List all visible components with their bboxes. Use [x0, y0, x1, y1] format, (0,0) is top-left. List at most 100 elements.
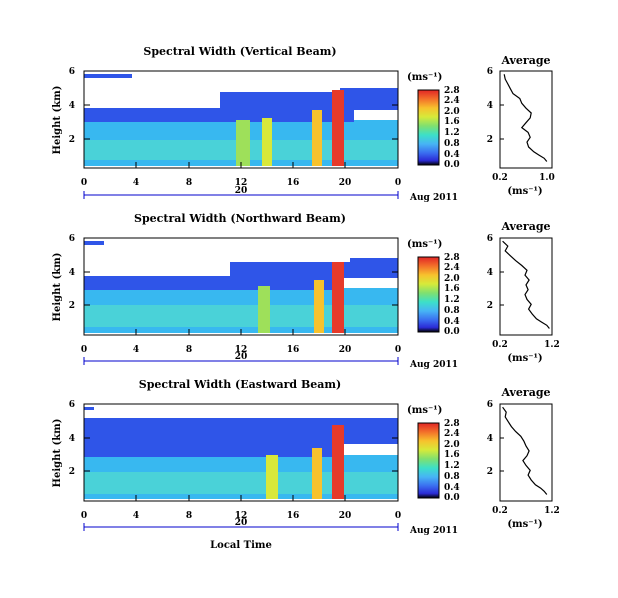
date-axis-day: 20	[235, 518, 248, 528]
average-panel: Average 2 4 6 0.2 1.2 (ms⁻¹)	[487, 220, 560, 364]
x-tick-label: 12	[235, 345, 248, 355]
x-tick-label: 0	[81, 178, 87, 188]
x-tick-label: 12	[235, 178, 248, 188]
colorbar-tick-label: 2.4	[444, 429, 460, 439]
y-tick-label: 6	[69, 400, 75, 410]
heatmap-band	[314, 280, 324, 333]
colorbar-tick-label: 2.8	[444, 419, 460, 429]
date-axis-day: 20	[235, 352, 248, 362]
chart-title: Spectral Width (Eastward Beam)	[139, 378, 341, 391]
date-axis-label: Aug 2011	[409, 193, 458, 203]
date-axis: 20 Aug 2011	[83, 352, 458, 370]
y-tick-label: 2	[69, 467, 75, 477]
average-y-tick-label: 4	[487, 101, 493, 111]
colorbar-tick-label: 0.8	[444, 139, 460, 149]
x-tick-label: 8	[186, 511, 192, 521]
average-x-tick-label: 1.2	[544, 340, 560, 350]
average-x-tick-label: 0.2	[492, 340, 508, 350]
x-tick-label: 20	[339, 511, 352, 521]
x-tick-label: 0	[81, 511, 87, 521]
y-axis-label: Height (km)	[52, 419, 63, 488]
average-x-tick-label: 1.0	[539, 173, 555, 183]
x-tick-label: 0	[395, 345, 401, 355]
colorbar-tick-label: 0.8	[444, 306, 460, 316]
heatmap-band	[84, 418, 398, 444]
colorbar-tick-label: 1.6	[444, 284, 460, 294]
average-x-label: (ms⁻¹)	[507, 519, 542, 530]
average-x-label: (ms⁻¹)	[507, 186, 542, 197]
heatmap-band	[332, 425, 344, 499]
colorbar-tick-label: 1.2	[444, 295, 460, 305]
date-axis-label: Aug 2011	[409, 360, 458, 370]
colorbar-gradient	[417, 89, 440, 166]
average-y-tick-label: 4	[487, 434, 493, 444]
colorbar-tick-label: 0.0	[444, 493, 460, 503]
colorbar-tick-label: 1.6	[444, 117, 460, 127]
heatmap-band	[312, 448, 322, 499]
panel-vertical-beam: Spectral Width (Vertical Beam) 2 4 6 Hei…	[52, 45, 555, 203]
x-tick-label: 8	[186, 345, 192, 355]
colorbar-tick-label: 1.6	[444, 450, 460, 460]
average-frame	[499, 237, 553, 336]
colorbar-tick-label: 2.8	[444, 86, 460, 96]
average-panel: Average 2 4 6 0.2 1.2 (ms⁻¹)	[487, 386, 560, 530]
y-axis: 2 4 6 Height (km)	[52, 67, 398, 154]
x-tick-label: 4	[133, 511, 139, 521]
colorbar: (ms⁻¹) 0.0 0.4 0.8 1.2 1.6 2.0 2.4 2.8	[407, 239, 460, 337]
heatmap-image	[84, 407, 398, 499]
average-frame	[499, 70, 553, 169]
y-axis: 2 4 6 Height (km)	[52, 234, 398, 321]
x-axis-label: Local Time	[210, 540, 272, 551]
average-profile-line	[502, 406, 548, 495]
y-tick-label: 2	[69, 301, 75, 311]
date-axis: 20 Aug 2011 Local Time	[83, 518, 458, 551]
colorbar: (ms⁻¹) 0.0 0.4 0.8 1.2 1.6 2.0 2.4 2.8	[407, 72, 460, 170]
colorbar-tick-label: 1.2	[444, 461, 460, 471]
chart-title: Spectral Width (Northward Beam)	[134, 212, 346, 225]
heatmap-image	[84, 74, 398, 166]
x-tick-label: 8	[186, 178, 192, 188]
y-axis-label: Height (km)	[52, 253, 63, 322]
x-tick-label: 16	[287, 511, 300, 521]
x-tick-label: 20	[339, 345, 352, 355]
y-tick-label: 2	[69, 135, 75, 145]
colorbar-unit: (ms⁻¹)	[407, 72, 442, 83]
date-axis-label: Aug 2011	[409, 526, 458, 536]
y-tick-label: 4	[69, 268, 75, 278]
x-tick-label: 20	[339, 178, 352, 188]
average-x-label: (ms⁻¹)	[507, 353, 542, 364]
colorbar-unit: (ms⁻¹)	[407, 239, 442, 250]
colorbar-unit: (ms⁻¹)	[407, 405, 442, 416]
y-tick-label: 6	[69, 234, 75, 244]
x-tick-label: 4	[133, 345, 139, 355]
y-tick-label: 6	[69, 67, 75, 77]
x-tick-label: 0	[395, 178, 401, 188]
colorbar-tick-label: 2.4	[444, 96, 460, 106]
average-y-tick-label: 2	[487, 135, 493, 145]
average-frame	[499, 403, 553, 502]
colorbar-tick-label: 0.8	[444, 472, 460, 482]
heatmap-band	[332, 262, 344, 333]
heatmap-band	[340, 88, 398, 100]
y-axis-label: Height (km)	[52, 86, 63, 155]
average-y-tick-label: 6	[487, 400, 493, 410]
average-y-tick-label: 2	[487, 467, 493, 477]
heatmap-band	[84, 241, 104, 245]
heatmap-band	[84, 407, 94, 410]
average-y-tick-label: 6	[487, 234, 493, 244]
x-tick-label: 0	[81, 345, 87, 355]
colorbar-gradient	[417, 256, 440, 333]
heatmap-band	[350, 258, 398, 266]
heatmap-band	[84, 472, 398, 494]
average-y-tick-label: 6	[487, 67, 493, 77]
colorbar-tick-label: 1.2	[444, 128, 460, 138]
heatmap-band	[84, 443, 344, 457]
x-tick-label: 4	[133, 178, 139, 188]
colorbar-tick-label: 0.4	[444, 150, 460, 160]
colorbar-tick-label: 0.0	[444, 327, 460, 337]
x-tick-label: 12	[235, 511, 248, 521]
y-tick-label: 4	[69, 434, 75, 444]
heatmap-band	[266, 455, 278, 499]
heatmap-band	[312, 110, 322, 166]
